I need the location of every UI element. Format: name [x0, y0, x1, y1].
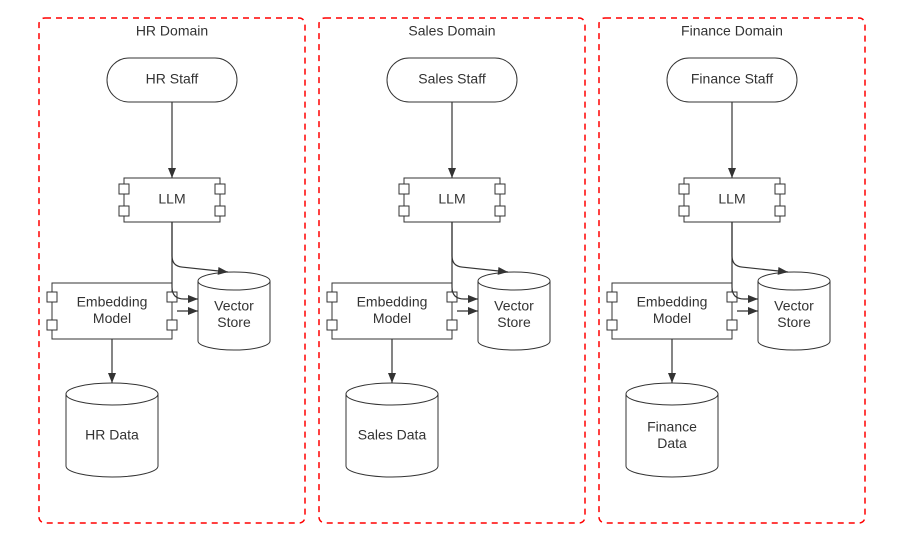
edge-llm-to-vstore	[452, 222, 478, 303]
svg-text:Model: Model	[373, 310, 411, 326]
llm-node: LLM	[399, 178, 505, 222]
data-store-node: FinanceData	[626, 383, 718, 477]
svg-text:Finance Domain: Finance Domain	[681, 23, 783, 39]
llm-node: LLM	[119, 178, 225, 222]
vector-store-node: VectorStore	[198, 272, 270, 350]
svg-text:Vector: Vector	[214, 298, 254, 314]
svg-text:Sales Data: Sales Data	[358, 427, 427, 443]
svg-text:Model: Model	[93, 310, 131, 326]
svg-text:HR Staff: HR Staff	[146, 71, 199, 87]
svg-text:Embedding: Embedding	[77, 294, 148, 310]
svg-text:HR Data: HR Data	[85, 427, 139, 443]
svg-text:Finance Staff: Finance Staff	[691, 71, 773, 87]
data-store-node: Sales Data	[346, 383, 438, 477]
vector-store-node: VectorStore	[758, 272, 830, 350]
vector-store-node: VectorStore	[478, 272, 550, 350]
svg-text:Sales Domain: Sales Domain	[408, 23, 495, 39]
svg-text:Data: Data	[657, 435, 687, 451]
svg-text:Vector: Vector	[494, 298, 534, 314]
staff-node: Sales Staff	[387, 58, 517, 102]
svg-text:LLM: LLM	[438, 191, 465, 207]
embedding-model-node: EmbeddingModel	[327, 283, 457, 339]
svg-text:HR Domain: HR Domain	[136, 23, 208, 39]
llm-node: LLM	[679, 178, 785, 222]
svg-text:Store: Store	[777, 314, 811, 330]
edge-llm-to-vstore	[172, 222, 198, 303]
staff-node: HR Staff	[107, 58, 237, 102]
svg-text:Vector: Vector	[774, 298, 814, 314]
svg-text:Finance: Finance	[647, 419, 697, 435]
svg-text:Embedding: Embedding	[637, 294, 708, 310]
svg-text:Store: Store	[497, 314, 531, 330]
edge-llm-to-vstore	[732, 222, 758, 303]
svg-text:LLM: LLM	[718, 191, 745, 207]
architecture-diagram: HR DomainHR StaffLLMEmbeddingModelVector…	[0, 0, 904, 541]
data-store-node: HR Data	[66, 383, 158, 477]
staff-node: Finance Staff	[667, 58, 797, 102]
svg-text:LLM: LLM	[158, 191, 185, 207]
embedding-model-node: EmbeddingModel	[607, 283, 737, 339]
svg-text:Store: Store	[217, 314, 251, 330]
svg-text:Model: Model	[653, 310, 691, 326]
svg-text:Embedding: Embedding	[357, 294, 428, 310]
embedding-model-node: EmbeddingModel	[47, 283, 177, 339]
svg-text:Sales Staff: Sales Staff	[418, 71, 486, 87]
